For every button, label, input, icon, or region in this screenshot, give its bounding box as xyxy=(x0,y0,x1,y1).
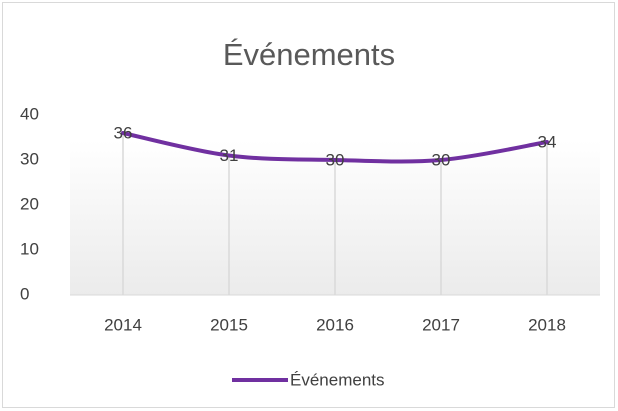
x-tick-label: 2014 xyxy=(104,315,142,334)
x-tick-label: 2017 xyxy=(422,315,460,334)
x-tick-label: 2015 xyxy=(210,315,248,334)
data-label: 30 xyxy=(432,150,451,169)
chart-title: Événements xyxy=(223,37,395,72)
data-label: 30 xyxy=(326,150,345,169)
legend-label: Événements xyxy=(290,370,385,389)
data-label: 34 xyxy=(538,132,557,151)
y-tick-label: 20 xyxy=(20,194,39,213)
y-tick-label: 30 xyxy=(20,149,39,168)
x-tick-label: 2016 xyxy=(316,315,354,334)
y-tick-label: 40 xyxy=(20,104,39,123)
data-label: 31 xyxy=(220,146,239,165)
series-line xyxy=(121,131,549,164)
y-tick-label: 0 xyxy=(20,284,29,303)
x-tick-label: 2018 xyxy=(528,315,566,334)
data-label: 36 xyxy=(114,123,133,142)
y-tick-label: 10 xyxy=(20,239,39,258)
